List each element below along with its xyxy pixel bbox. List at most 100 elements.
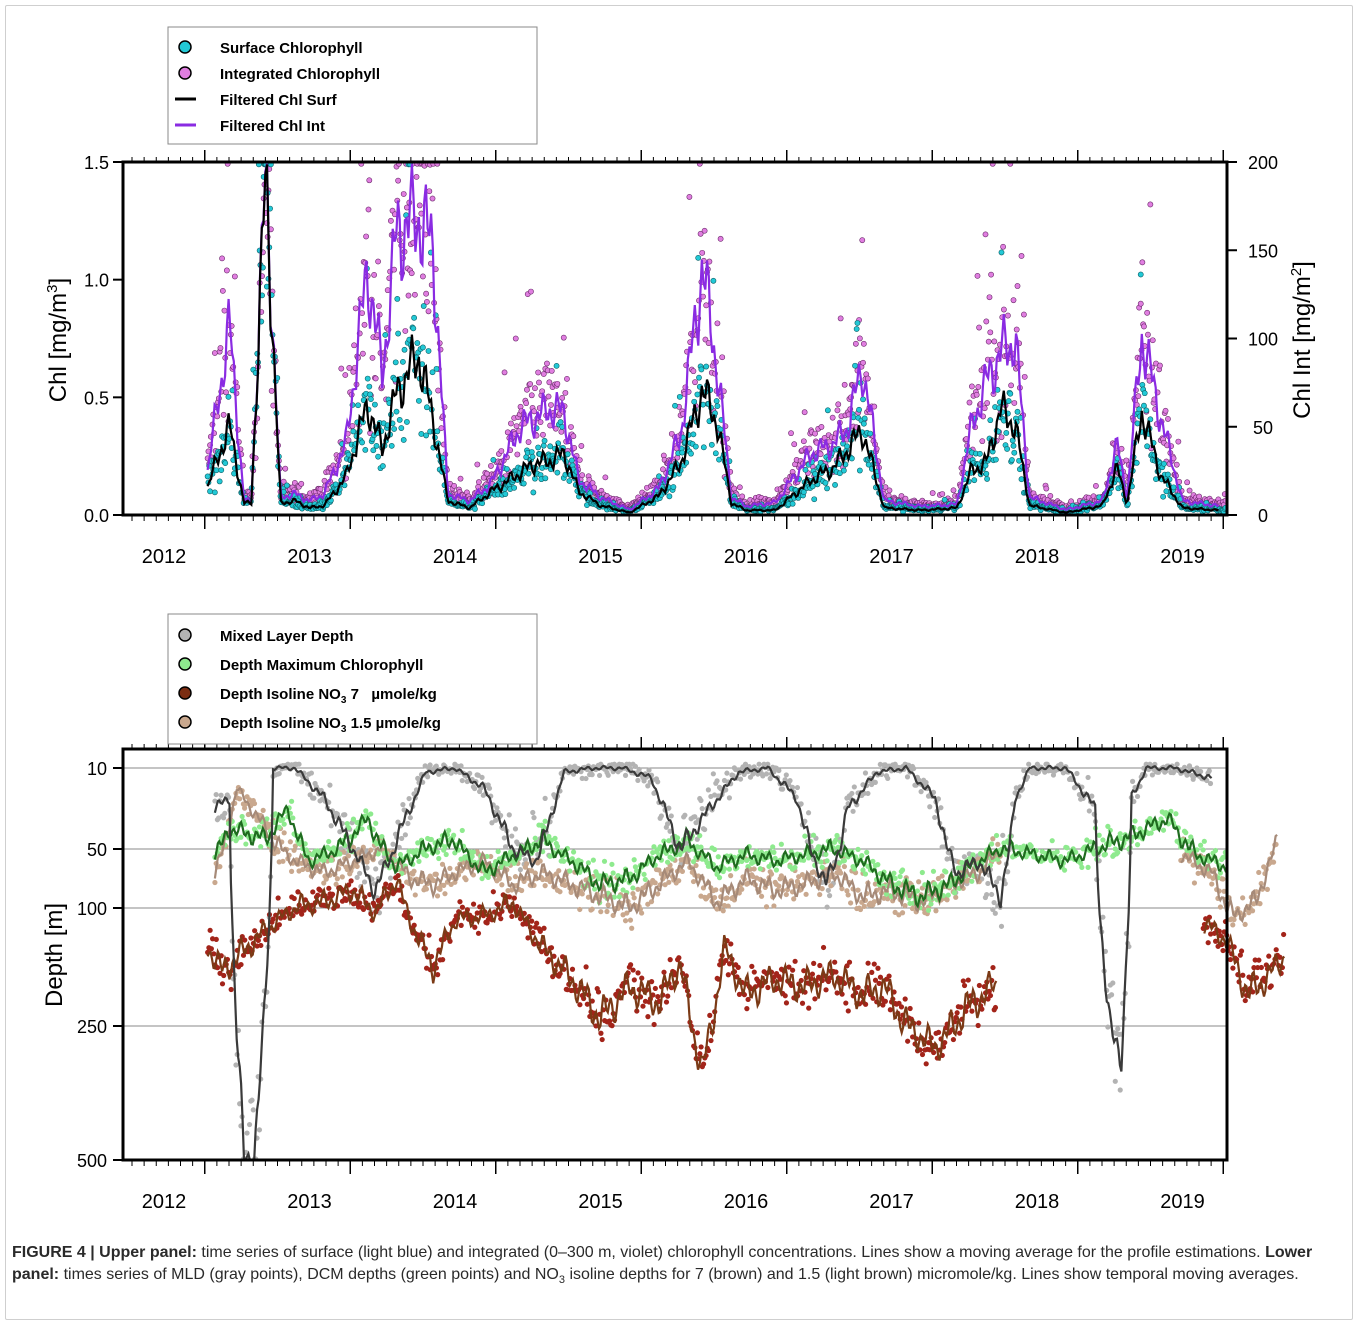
integrated-chl-point	[535, 369, 542, 376]
integrated-chl-point	[536, 379, 542, 386]
surface-chl-point	[222, 460, 229, 467]
dcm-point	[561, 858, 567, 864]
dcm-point	[495, 848, 501, 855]
surface-chl-point	[424, 404, 430, 411]
integrated-chl-point	[214, 413, 221, 420]
integrated-chl-point	[859, 237, 866, 244]
mld-point	[927, 804, 933, 810]
dcm-point	[326, 838, 332, 845]
integrated-chl-point	[1173, 461, 1180, 468]
mld-point	[872, 779, 878, 786]
no3-15-point	[845, 892, 851, 898]
surface-chl-point	[530, 489, 537, 496]
surface-chl-point	[400, 358, 406, 365]
no3-15-point	[841, 863, 848, 870]
mld-point	[530, 809, 536, 816]
integrated-chl-point	[984, 400, 990, 406]
integrated-chl-point	[412, 291, 418, 298]
filtered-chl-surf-line	[206, 164, 1219, 514]
no3-15-point	[751, 866, 757, 872]
mld-point	[213, 791, 219, 798]
no3-15-point	[758, 893, 765, 899]
no3-15-point	[1264, 886, 1270, 892]
upper-x-tick-label: 2015	[578, 546, 623, 568]
dcm-point	[1058, 853, 1064, 860]
integrated-chl-point	[1005, 312, 1011, 319]
upper-y2-tick-label: 200	[1248, 153, 1278, 173]
dcm-point	[864, 849, 870, 855]
surface-chl-point	[941, 496, 948, 503]
dcm-point	[328, 857, 334, 863]
no3-15-point	[1249, 908, 1256, 914]
no3-15-point	[1230, 922, 1236, 928]
integrated-chl-point	[991, 338, 998, 345]
dcm-point	[773, 867, 780, 873]
surface-chl-point	[717, 426, 724, 433]
no3-15-point	[364, 859, 370, 865]
integrated-chl-point	[317, 486, 324, 492]
mld-point	[458, 763, 464, 769]
mld-point	[1112, 1078, 1118, 1084]
integrated-chl-point	[554, 380, 561, 387]
integrated-chl-point	[369, 354, 376, 361]
upper-x-tick-label: 2012	[142, 546, 187, 568]
surface-chl-point	[1010, 442, 1017, 449]
surface-chl-point	[840, 467, 847, 474]
legend-filtered-surf-label: Filtered Chl Surf	[220, 92, 338, 109]
surface-chl-point	[403, 212, 410, 219]
integrated-chl-point	[976, 324, 982, 331]
mld-point	[850, 808, 856, 814]
dcm-point	[256, 824, 263, 830]
no3-15-point	[622, 918, 629, 924]
mld-point	[276, 770, 282, 777]
integrated-chl-point	[578, 443, 585, 449]
dcm-point	[243, 841, 249, 847]
surface-chl-point	[393, 408, 400, 415]
dcm-point	[470, 849, 477, 855]
surface-chl-point	[368, 396, 374, 403]
integrated-chl-point	[1147, 201, 1154, 208]
integrated-chl-point	[717, 235, 724, 242]
integrated-chl-point	[508, 420, 514, 427]
mld-point	[298, 779, 305, 785]
integrated-chl-point	[546, 379, 553, 386]
dcm-point	[1054, 849, 1060, 855]
no3-15-point	[783, 891, 789, 898]
mld-point	[509, 833, 515, 839]
dcm-point	[969, 878, 975, 884]
mld-point	[402, 832, 408, 838]
mld-point	[923, 779, 929, 786]
integrated-chl-point	[701, 227, 708, 234]
integrated-chl-point	[812, 430, 818, 437]
dcm-point	[980, 852, 986, 858]
integrated-chl-point	[702, 336, 709, 343]
mld-point	[233, 1062, 239, 1068]
no3-15-point	[217, 864, 223, 870]
no3-15-point	[423, 886, 430, 892]
surface-chl-point	[372, 401, 378, 408]
mld-point	[311, 795, 317, 801]
mld-point	[542, 795, 548, 801]
mld-point	[698, 797, 704, 804]
integrated-chl-point	[223, 389, 229, 396]
surface-chl-point	[429, 369, 436, 376]
mld-point	[328, 823, 334, 829]
integrated-chl-point	[361, 321, 368, 328]
no3-15-point	[902, 902, 908, 909]
integrated-chl-point	[395, 177, 402, 184]
mld-point	[1134, 793, 1141, 800]
surface-chl-point	[860, 396, 866, 403]
surface-chl-point	[425, 348, 432, 354]
no3-15-point	[679, 868, 686, 874]
upper-x-tick-label: 2014	[433, 546, 478, 568]
mld-point	[705, 787, 711, 793]
filtered-chl-int-line	[206, 163, 1219, 511]
dcm-point	[446, 827, 452, 834]
surface-chl-point	[373, 443, 380, 449]
no3-15-point	[251, 800, 258, 807]
integrated-chl-point	[939, 491, 946, 497]
dcm-point	[711, 846, 718, 853]
mld-point	[724, 770, 730, 776]
no3-15-point	[354, 863, 360, 870]
integrated-chl-point	[528, 288, 534, 295]
